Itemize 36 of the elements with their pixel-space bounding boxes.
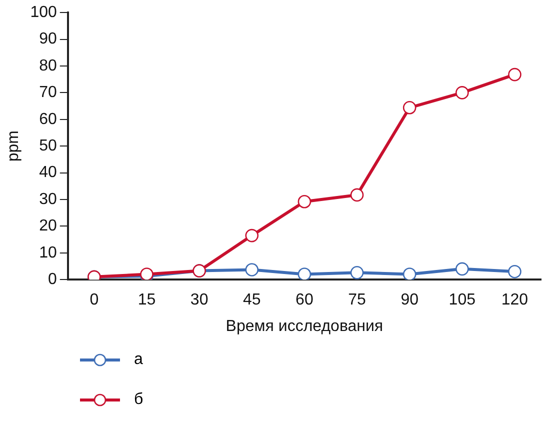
x-tick-label: 15 [138, 292, 156, 309]
point [508, 264, 522, 278]
y-tick-label: 50 [39, 138, 57, 155]
x-axis-title: Время исследования [226, 318, 384, 335]
point [508, 68, 522, 82]
y-tick-label: 30 [39, 190, 57, 208]
point [245, 228, 259, 242]
x-tick-label: 105 [448, 292, 476, 309]
y-tick-label: 60 [39, 110, 57, 128]
legend-label: а [134, 351, 143, 369]
x-tick-label: 30 [190, 292, 208, 309]
y-tick-label: 100 [30, 4, 57, 22]
point [350, 266, 364, 280]
point [456, 86, 469, 100]
point [298, 268, 312, 280]
x-tick-label: 45 [242, 292, 261, 309]
point [456, 262, 469, 276]
y-tick-label: 90 [39, 30, 57, 48]
point [350, 188, 364, 202]
x-tick-label: 75 [348, 292, 366, 309]
point [402, 268, 416, 280]
y-tick-label: 70 [39, 84, 57, 102]
point [298, 194, 312, 208]
x-tick-label: 120 [501, 292, 528, 309]
y-tick-label: 10 [39, 244, 57, 262]
point [402, 101, 416, 114]
x-tick-label: 60 [296, 292, 314, 309]
point [245, 263, 259, 276]
y-axis-title: ppm [5, 130, 22, 162]
legend-label: б [134, 391, 144, 409]
y-tick-label: 40 [39, 164, 57, 182]
x-tick-label: 0 [90, 292, 99, 309]
y-tick-label: 20 [39, 218, 57, 235]
y-tick-label: 80 [39, 57, 57, 74]
x-tick-label: 90 [400, 292, 419, 309]
y-tick-label: 0 [48, 271, 57, 288]
